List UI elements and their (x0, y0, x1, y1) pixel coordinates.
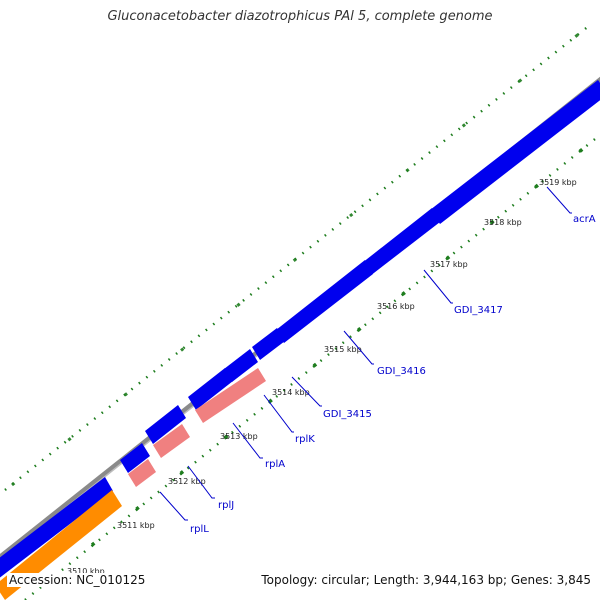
gene-label-GDI_3417[interactable]: GDI_3417 (454, 305, 503, 316)
tick-label: 3510 kbp (67, 567, 105, 576)
gene-leaders (159, 186, 572, 521)
tick-label: 3518 kbp (484, 218, 522, 227)
leader-line (546, 186, 572, 214)
tick-label: 3513 kbp (220, 432, 258, 441)
gene-arrow[interactable] (0, 477, 113, 579)
leader-line (291, 376, 322, 407)
gene-arrow[interactable] (120, 443, 150, 473)
tick-label: 3517 kbp (430, 260, 468, 269)
tick-label: 3516 kbp (377, 302, 415, 311)
gene-arrow[interactable] (224, 349, 258, 382)
gene-label-rplA[interactable]: rplA (265, 459, 285, 470)
gene-label-rplL[interactable]: rplL (190, 524, 209, 535)
inner-tick-ring (24, 134, 600, 600)
orange-gene[interactable] (0, 490, 122, 600)
map-title: Gluconacetobacter diazotrophicus PAl 5, … (107, 9, 493, 24)
gene-arrow[interactable] (153, 424, 190, 458)
gene-label-acrA[interactable]: acrA (573, 214, 596, 225)
leader-line (187, 465, 215, 499)
gene-label-rplJ[interactable]: rplJ (218, 500, 234, 511)
tick-label: 3519 kbp (539, 178, 577, 187)
gene-label-GDI_3415[interactable]: GDI_3415 (323, 409, 372, 420)
gene-arrow[interactable] (362, 208, 440, 276)
genome-summary-text: Topology: circular; Length: 3,944,163 bp… (259, 573, 593, 587)
gene-arrow[interactable] (252, 328, 285, 360)
gene-label-rplK[interactable]: rplK (295, 434, 315, 445)
accession-text: Accession: NC_010125 (7, 573, 148, 587)
tick-label: 3514 kbp (272, 388, 310, 397)
tick-label: 3515 kbp (324, 345, 362, 354)
gene-arrow[interactable] (430, 80, 600, 224)
gene-labels: rplL rplJ rplA rplK GDI_3415 GDI_3416 GD… (190, 214, 596, 535)
reverse-genes (128, 368, 266, 487)
gene-label-GDI_3416[interactable]: GDI_3416 (377, 366, 426, 377)
forward-genes (0, 80, 600, 579)
tick-label: 3512 kbp (168, 477, 206, 486)
leader-line (343, 330, 374, 365)
tick-label: 3511 kbp (117, 521, 155, 530)
gene-arrow[interactable] (145, 405, 186, 444)
outer-tick-ring-major (11, 23, 591, 487)
leader-line (232, 422, 263, 459)
leader-line (159, 491, 188, 521)
leader-line (263, 394, 294, 433)
gene-arrow[interactable] (195, 368, 266, 423)
leader-line (423, 269, 453, 304)
gene-arrow[interactable] (276, 260, 373, 343)
tick-labels: 3510 kbp 3511 kbp 3512 kbp 3513 kbp 3514… (67, 178, 577, 576)
gene-arrow[interactable] (128, 459, 156, 487)
gene-arrow[interactable] (188, 368, 233, 410)
outer-tick-ring (4, 24, 591, 491)
